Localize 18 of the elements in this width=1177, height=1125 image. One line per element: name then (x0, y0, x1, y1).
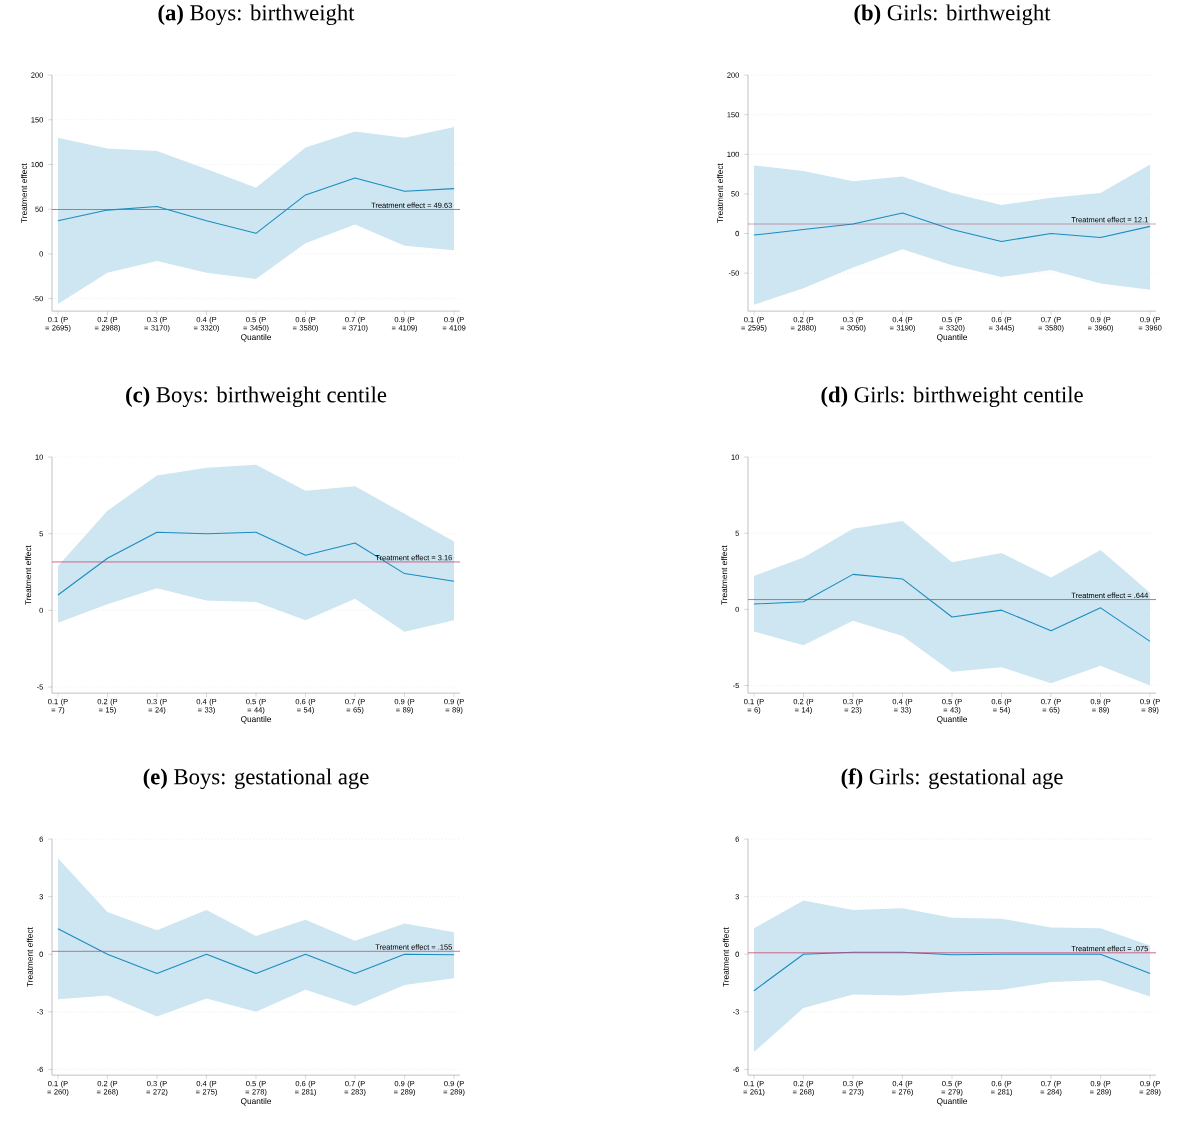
chart-title: (c) Boys: birthweight centile (126, 386, 387, 408)
chart-title: (e) Boys: gestational age (143, 768, 369, 790)
x-axis-title: Quantile (241, 715, 272, 724)
x-axis-title: Quantile (937, 1097, 968, 1106)
y-axis-title: Treatment effect (25, 545, 32, 605)
x-axis-title: Quantile (937, 333, 968, 342)
x-axis-title: Quantile (241, 333, 272, 342)
y-axis-title: Treatment effect (721, 545, 728, 605)
chart-title: (b) Girls: birthweight (854, 4, 1051, 26)
chart-title: (f) Girls: gestational age (841, 768, 1063, 790)
x-axis-title: Quantile (241, 1097, 272, 1106)
y-axis-title: Treatment effect (20, 163, 28, 223)
chart-title: (d) Girls: birthweight centile (821, 386, 1083, 408)
y-axis-title: Treatment effect (716, 163, 724, 223)
chart-title: (a) Boys: birthweight (158, 4, 355, 26)
y-axis-title: Treatment effect (722, 927, 729, 987)
x-axis-title: Quantile (937, 715, 968, 724)
y-axis-title: Treatment effect (26, 927, 33, 987)
